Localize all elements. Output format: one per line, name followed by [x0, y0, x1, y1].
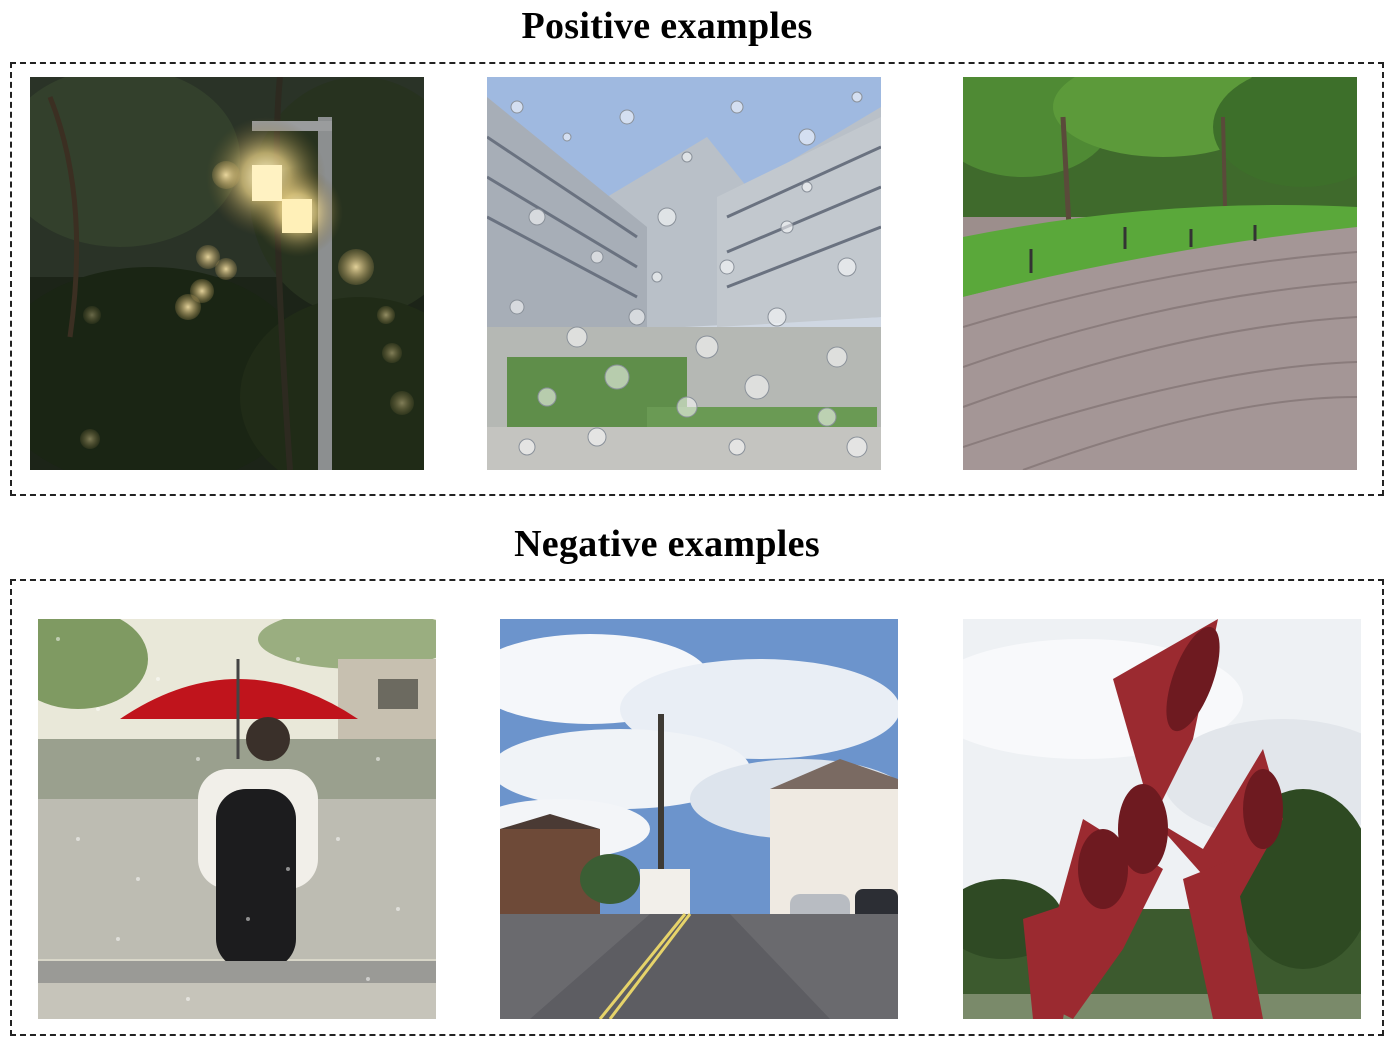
positive-examples-panel [10, 62, 1384, 496]
positive-examples-title: Positive examples [521, 5, 813, 47]
negative-examples-panel [10, 579, 1384, 1036]
park-boardwalk-photo [963, 77, 1357, 470]
negative-examples-title: Negative examples [514, 523, 820, 565]
red-sculpture-photo [963, 619, 1361, 1019]
cloudy-street-photo [500, 619, 898, 1019]
raindrop-building-photo [487, 77, 881, 470]
red-umbrella-rain-photo [38, 619, 436, 1019]
night-streetlamp-photo [30, 77, 424, 470]
